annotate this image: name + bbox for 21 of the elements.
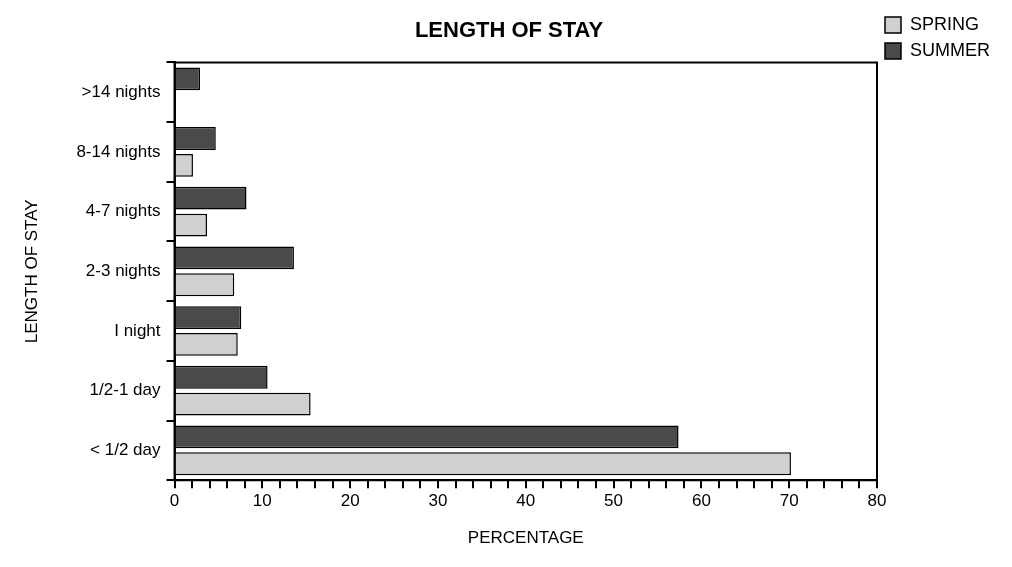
y-tick-label: >14 nights bbox=[81, 81, 161, 101]
y-tick-label: 1/2-1 day bbox=[89, 380, 161, 400]
x-tick-label: 60 bbox=[691, 491, 711, 511]
legend-label: SUMMER bbox=[910, 39, 990, 60]
y-tick-label: 4-7 nights bbox=[85, 201, 161, 221]
x-axis-title: PERCENTAGE bbox=[467, 528, 584, 548]
x-tick-label: 0 bbox=[169, 491, 180, 511]
y-tick-label: I night bbox=[114, 320, 161, 340]
x-tick-label: 40 bbox=[516, 491, 536, 511]
x-tick-label: 50 bbox=[604, 491, 624, 511]
x-tick-label: 20 bbox=[340, 491, 360, 511]
x-tick-label: 70 bbox=[779, 491, 799, 511]
chart-title: LENGTH OF STAY bbox=[414, 17, 604, 43]
legend-label: SPRING bbox=[910, 13, 980, 34]
y-tick-label: 2-3 nights bbox=[85, 260, 161, 280]
x-tick-label: 80 bbox=[867, 491, 887, 511]
x-tick-label: 10 bbox=[252, 491, 272, 511]
y-axis-title: LENGTH OF STAY bbox=[21, 199, 41, 344]
y-tick-label: 8-14 nights bbox=[76, 141, 161, 161]
x-tick-label: 30 bbox=[428, 491, 448, 511]
y-tick-label: < 1/2 day bbox=[90, 440, 162, 460]
